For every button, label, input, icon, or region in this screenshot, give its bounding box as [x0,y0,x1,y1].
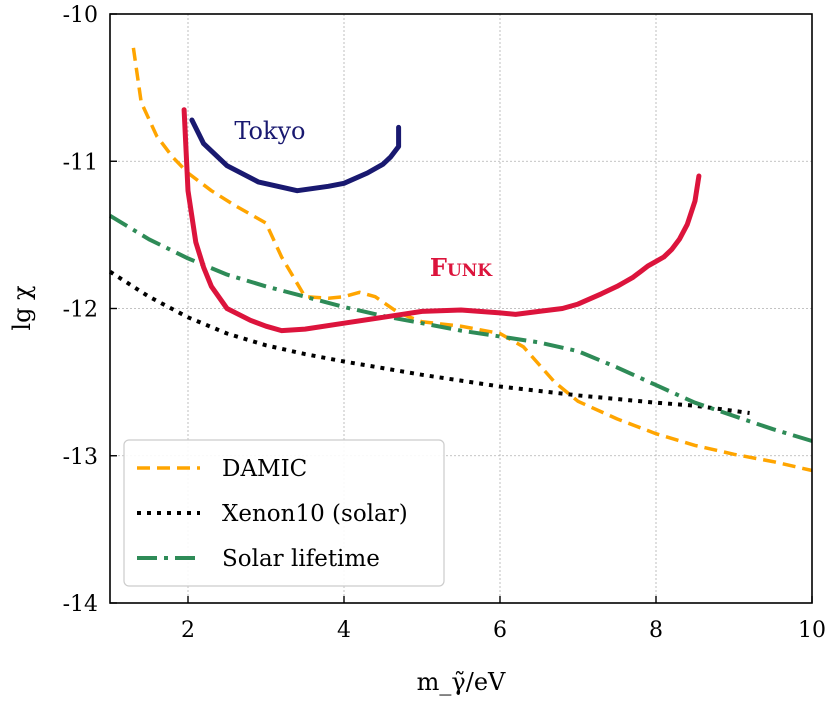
series-solar-lifetime [108,213,813,443]
y-tick-label: -11 [63,150,98,175]
annotations: Tokyo Funk [234,117,493,282]
legend-label-damic: DAMIC [222,456,307,482]
legend-box [123,439,445,587]
series-layer [108,47,813,473]
ticks [110,13,813,604]
legend-items: DAMIC Xenon10 (solar) Solar lifetime [137,456,408,572]
legend-label-solar-lifetime: Solar lifetime [222,546,380,572]
x-tick-label: 2 [181,618,195,643]
y-tick-label: -10 [63,3,98,28]
y-tick-label: -12 [63,298,98,323]
series-tokyo [189,117,402,194]
x-axis-label: m_γ̃/eV [417,668,506,696]
legend: DAMIC Xenon10 (solar) Solar lifetime [123,439,445,587]
series-funk [181,107,702,334]
series-xenon10-solar [108,270,750,415]
legend-label-xenon10-solar: Xenon10 (solar) [222,501,408,527]
tick-labels: 2 4 6 8 10 -14 -13 -12 -11 -10 [63,3,826,643]
x-tick-label: 4 [337,618,351,643]
y-tick-label: -13 [63,445,98,470]
annotation-funk: Funk [430,253,493,282]
x-tick-label: 8 [649,618,663,643]
annotation-tokyo: Tokyo [234,117,305,145]
x-tick-label: 6 [493,618,507,643]
y-axis-label: lg χ [8,285,36,331]
y-tick-label: -14 [63,592,98,617]
x-tick-label: 10 [798,618,826,643]
series-damic [131,47,813,473]
